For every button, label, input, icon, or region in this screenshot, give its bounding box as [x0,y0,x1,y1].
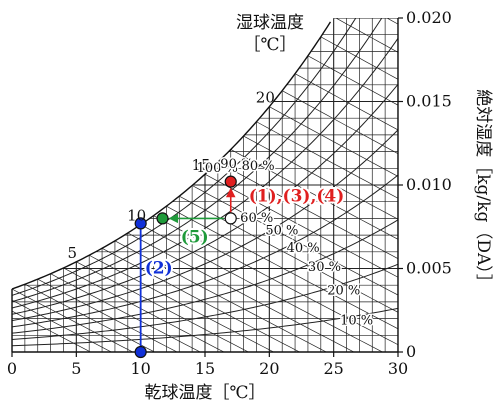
x-tick-label: 5 [71,359,81,378]
x-tick-label: 25 [323,359,343,378]
relative-humidity-curve [12,83,398,315]
wet-bulb-line [333,18,398,67]
y-tick-label: 0.020 [406,8,452,27]
relative-humidity-curve [12,307,398,347]
process-annotation: (1),(3),(4) [249,187,345,207]
wet-bulb-line [307,55,398,120]
wet-bulb-line [50,273,206,352]
process-annotation: (2) [145,259,173,279]
state-white-point [224,212,237,225]
y-tick-label: 0.010 [406,175,452,194]
relative-humidity-label: 10 % [340,313,373,328]
wet-bulb-value-label: 15 [191,156,210,174]
wet-bulb-line [37,278,180,352]
relative-humidity-label: 50 % [265,224,298,239]
saturation-curve [11,21,332,290]
x-tick-label: 15 [195,359,215,378]
relative-humidity-label: 100 % [197,161,238,176]
chart-labels: 0 5 10 15 20 25 3000.0050.0100.0150.0205101520… [7,8,452,378]
wet-bulb-value-label: 5 [68,244,78,262]
wet-bulb-line [282,90,398,168]
wet-bulb-line [166,205,398,343]
relative-humidity-curve [12,129,398,322]
wet-bulb-line [179,195,398,327]
x-tick-label: 10 [130,359,150,378]
wet-bulb-line [217,161,398,273]
x-tick-label: 30 [388,359,408,378]
relative-humidity-curve [12,263,398,340]
state-blue-bottom-point [134,345,147,359]
x-tick-label: 0 [7,359,17,378]
wet-bulb-line [320,36,398,94]
x-tick-label: 20 [259,359,279,378]
wet-bulb-line [12,288,135,352]
grid-under-saturation [12,18,398,352]
wet-bulb-line [153,215,398,352]
wet-bulb-line [101,247,302,352]
wet-bulb-value-label: 10 [127,207,146,225]
wet-bulb-line [230,149,398,254]
relative-humidity-curve [12,219,398,334]
relative-humidity-label: 90 % [220,157,253,172]
relative-humidity-label: 80 % [242,159,275,174]
relative-humidity-curve [12,18,398,303]
relative-humidity-curve [12,174,398,328]
y-tick-label: 0.015 [406,92,452,111]
relative-humidity-label: 30 % [308,260,341,275]
relative-humidity-label: 40 % [287,241,320,256]
y-tick-label: 0.005 [406,259,452,278]
wet-bulb-unit: ［℃］ [243,35,296,55]
state-blue-top-point [134,217,147,230]
wet-bulb-line [24,283,161,352]
wet-bulb-line [269,106,398,191]
relative-humidity-label: 20 % [327,284,360,299]
chart-grid [11,17,403,357]
wet-bulb-line [204,173,398,292]
relative-humidity-curve [12,18,398,296]
wet-bulb-line [256,121,398,213]
wet-bulb-line [140,224,386,352]
wet-bulb-line [114,240,328,352]
wet-bulb-title: 湿球温度 [236,13,304,33]
relative-humidity-curve [12,38,398,309]
y-tick-label: 0 [406,342,416,361]
wet-bulb-line [127,232,360,352]
wet-bulb-line [294,73,398,145]
process-annotation: (5) [181,227,209,247]
wet-bulb-line [76,261,251,352]
x-axis-label: 乾球温度［℃］ [144,383,265,403]
wet-bulb-value-label: 20 [256,89,275,107]
y-axis-label: 絶対湿度［kg/kg（DA）］ [473,89,493,291]
relative-humidity-label: 60 % [240,211,273,226]
state-red-point [224,175,237,188]
state-green-point [156,212,169,225]
wet-bulb-line [63,267,225,352]
wet-bulb-line [89,254,276,352]
chart-marks [134,175,237,359]
